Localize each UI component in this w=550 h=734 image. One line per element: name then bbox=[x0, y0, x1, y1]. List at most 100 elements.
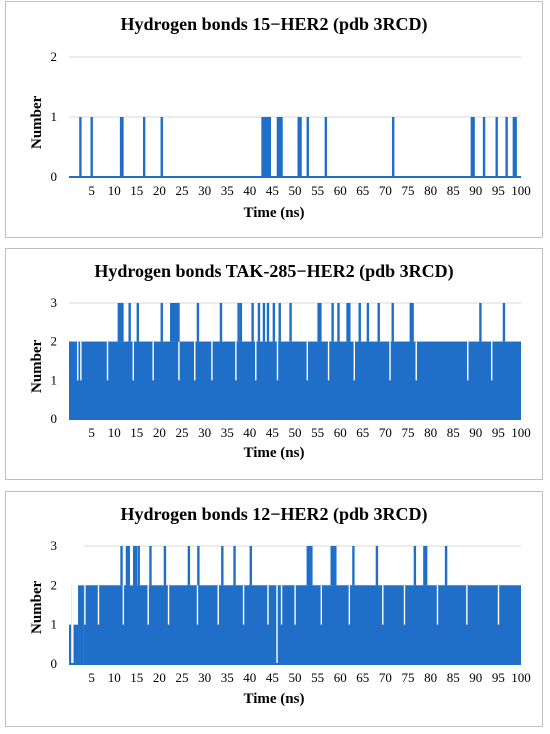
dip-mark bbox=[327, 341, 330, 381]
dip-mark bbox=[211, 341, 213, 381]
data-bar bbox=[423, 546, 426, 586]
data-bar bbox=[237, 303, 240, 342]
data-bar bbox=[128, 303, 131, 342]
data-bar bbox=[424, 546, 428, 586]
data-bar bbox=[512, 117, 516, 177]
x-axis-label: Time (ns) bbox=[243, 205, 305, 221]
x-tick-label: 95 bbox=[492, 670, 505, 685]
data-bar bbox=[502, 303, 506, 342]
baseline-area bbox=[69, 341, 521, 419]
x-tick-label: 10 bbox=[108, 425, 121, 440]
chart-panel-1: Hydrogen bonds 15−HER2 (pdb 3RCD) Number… bbox=[5, 1, 543, 238]
dip-mark bbox=[147, 585, 149, 625]
data-bar bbox=[505, 117, 508, 177]
data-bar bbox=[119, 117, 123, 177]
data-bar bbox=[261, 117, 264, 177]
data-bar bbox=[263, 117, 266, 177]
x-tick-label: 75 bbox=[402, 183, 415, 198]
data-bar bbox=[127, 546, 130, 586]
dip-mark bbox=[122, 585, 125, 625]
chart-panel-2: Hydrogen bonds TAK-285−HER2 (pdb 3RCD) N… bbox=[5, 248, 543, 480]
dip-mark bbox=[255, 341, 257, 381]
x-tick-label: 65 bbox=[356, 670, 369, 685]
x-tick-label: 50 bbox=[289, 425, 302, 440]
x-tick-label: 100 bbox=[511, 670, 531, 685]
x-tick-label: 45 bbox=[266, 670, 279, 685]
x-tick-label: 50 bbox=[289, 670, 302, 685]
chart-title: Hydrogen bonds TAK-285−HER2 (pdb 3RCD) bbox=[94, 261, 454, 281]
dip-mark bbox=[389, 341, 391, 381]
x-tick-label: 75 bbox=[402, 670, 415, 685]
segment-bar bbox=[69, 624, 72, 664]
data-bar bbox=[280, 117, 283, 177]
chart-panel-3: Hydrogen bonds 12−HER2 (pdb 3RCD) Number… bbox=[5, 491, 543, 727]
x-tick-label: 45 bbox=[266, 183, 279, 198]
dip-mark bbox=[76, 341, 79, 381]
dip-mark bbox=[415, 341, 417, 381]
data-bar bbox=[332, 546, 335, 586]
dip-mark bbox=[267, 585, 269, 625]
data-bar bbox=[317, 303, 320, 342]
dip-mark bbox=[466, 585, 468, 625]
dip-mark bbox=[320, 585, 323, 625]
data-bar bbox=[472, 117, 475, 177]
data-bar bbox=[197, 546, 200, 586]
data-bar bbox=[411, 303, 414, 342]
dip-mark bbox=[80, 341, 82, 381]
x-axis-label: Time (ns) bbox=[243, 445, 305, 461]
x-tick-label: 60 bbox=[334, 183, 347, 198]
y-tick-label: 2 bbox=[51, 49, 58, 64]
data-bar bbox=[171, 303, 175, 342]
data-bar bbox=[239, 303, 243, 342]
y-tick-label: 1 bbox=[51, 617, 58, 632]
y-tick-label: 3 bbox=[51, 538, 58, 553]
x-tick-label: 55 bbox=[311, 183, 324, 198]
dip-mark bbox=[106, 341, 109, 381]
dip-mark bbox=[178, 341, 180, 381]
y-tick-label: 1 bbox=[51, 109, 58, 124]
dip-mark bbox=[280, 585, 283, 625]
dip-mark bbox=[348, 585, 351, 625]
data-bar bbox=[121, 117, 124, 177]
dip-mark bbox=[167, 585, 170, 625]
data-bar bbox=[289, 303, 292, 342]
x-tick-label: 55 bbox=[311, 425, 324, 440]
x-tick-label: 20 bbox=[153, 670, 166, 685]
data-bar bbox=[495, 117, 498, 177]
x-tick-label: 70 bbox=[379, 425, 392, 440]
data-bar bbox=[119, 303, 122, 342]
x-tick-label: 80 bbox=[424, 670, 437, 685]
x-tick-label: 15 bbox=[130, 183, 143, 198]
dip-mark bbox=[403, 585, 406, 625]
data-bar bbox=[163, 546, 167, 586]
x-axis-label: Time (ns) bbox=[243, 691, 305, 707]
y-tick-label: 0 bbox=[51, 656, 58, 671]
x-tick-label: 65 bbox=[356, 183, 369, 198]
data-bar bbox=[308, 546, 311, 586]
x-tick-label: 85 bbox=[447, 425, 460, 440]
data-bar bbox=[134, 546, 138, 586]
x-tick-label: 35 bbox=[221, 425, 234, 440]
x-tick-label: 5 bbox=[88, 425, 95, 440]
data-bar bbox=[299, 117, 302, 177]
dip-mark bbox=[276, 585, 278, 664]
x-tick-label: 20 bbox=[153, 183, 166, 198]
x-tick-label: 90 bbox=[469, 670, 482, 685]
data-bar bbox=[136, 303, 140, 342]
data-bar bbox=[137, 546, 140, 586]
x-tick-label: 40 bbox=[243, 183, 256, 198]
y-tick-label: 0 bbox=[51, 411, 58, 426]
y-tick-label: 3 bbox=[51, 295, 58, 310]
data-bar bbox=[249, 546, 253, 586]
segment-bar bbox=[78, 585, 84, 664]
data-bar bbox=[479, 303, 482, 342]
data-bar bbox=[266, 117, 270, 177]
dip-mark bbox=[132, 341, 134, 381]
data-bar bbox=[120, 546, 123, 586]
x-tick-label: 25 bbox=[176, 183, 189, 198]
data-bar bbox=[413, 546, 417, 586]
x-tick-label: 45 bbox=[266, 425, 279, 440]
data-bar bbox=[125, 546, 129, 586]
data-bar bbox=[196, 303, 200, 342]
